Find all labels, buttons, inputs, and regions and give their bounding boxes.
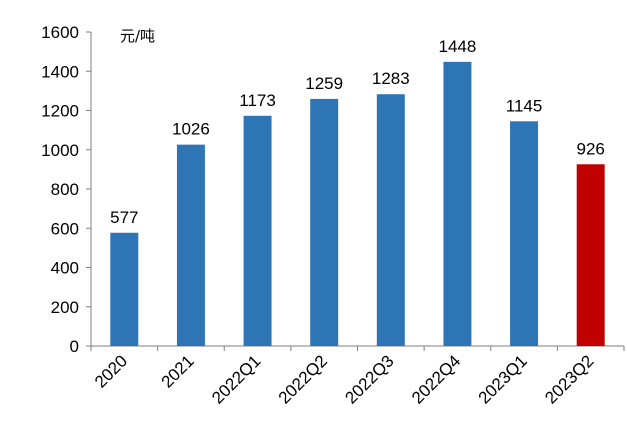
y-tick-label: 800 (51, 180, 79, 199)
x-tick-label: 2022Q1 (208, 351, 264, 407)
x-axis: 2020 2021 2022Q1 2022Q2 2022Q3 2022Q4 2023Q1 20… (90, 345, 625, 408)
y-tick-label: 600 (51, 219, 79, 238)
bar-2022Q1 (243, 115, 272, 346)
bar-2023Q2 (576, 164, 605, 346)
x-tick-label: 2022Q2 (275, 351, 331, 407)
data-label-2022Q1: 1173 (239, 91, 276, 110)
data-label-2022Q4: 1448 (439, 37, 477, 56)
y-tick-label: 1200 (41, 102, 79, 121)
bars (110, 61, 605, 347)
x-tick-label: 2022Q3 (341, 351, 397, 407)
data-label-2023Q2: 926 (577, 139, 605, 158)
y-tick-label: 400 (51, 259, 79, 278)
x-tick-label: 2023Q2 (541, 351, 597, 407)
bar-2023Q1 (510, 121, 539, 346)
data-label-2023Q1: 1145 (506, 96, 543, 115)
y-axis: 0 200 400 600 800 1000 1200 1400 1600 (41, 23, 92, 356)
bar-2021 (176, 144, 205, 346)
y-tick-label: 200 (51, 298, 79, 317)
data-label-2021: 1026 (172, 120, 210, 139)
x-tick-label: 2021 (158, 351, 198, 391)
bar-2020 (110, 232, 139, 346)
x-tick-label: 2023Q1 (475, 351, 531, 407)
data-label-2022Q2: 1259 (305, 74, 343, 93)
data-label-2020: 577 (110, 208, 138, 227)
y-axis-unit-label: 元/吨 (120, 27, 155, 45)
y-tick-label: 1600 (41, 23, 79, 42)
bar-2022Q2 (310, 98, 339, 346)
x-tick-label: 2022Q4 (408, 351, 464, 407)
y-tick-label: 1000 (41, 141, 79, 160)
bar-2022Q4 (443, 61, 472, 347)
bar-2022Q3 (376, 94, 405, 347)
x-tick-label: 2020 (91, 351, 131, 391)
data-labels: 577 1026 1173 1259 1283 1448 1145 926 (110, 37, 605, 227)
data-label-2022Q3: 1283 (372, 69, 410, 88)
y-tick-label: 0 (70, 337, 79, 356)
y-tick-label: 1400 (41, 62, 79, 81)
